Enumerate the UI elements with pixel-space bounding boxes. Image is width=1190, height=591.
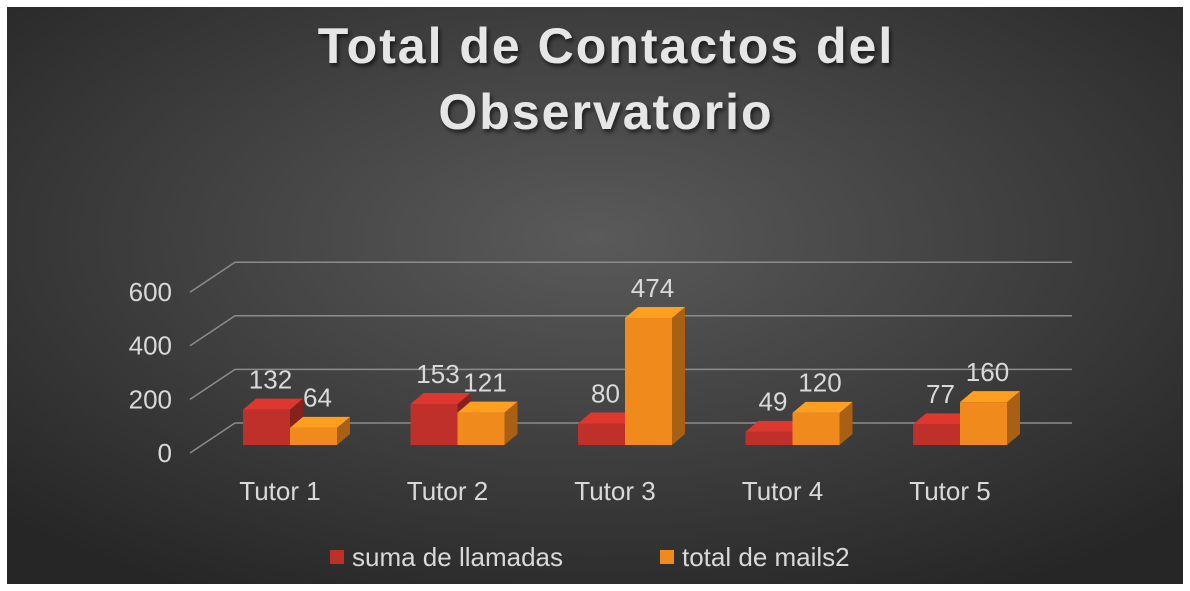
y-tick-label: 400: [129, 331, 172, 361]
bar: [625, 306, 685, 445]
bar-face: [504, 401, 518, 445]
y-tick-label: 600: [129, 277, 172, 307]
legend-label: total de mails2: [682, 542, 850, 572]
bar-face: [410, 403, 458, 445]
data-label: 64: [303, 383, 332, 413]
chart-title: Observatorio: [438, 84, 773, 140]
x-tick-label: Tutor 4: [742, 476, 823, 506]
bar-face: [745, 420, 806, 432]
bar: [290, 416, 350, 445]
bar-face: [578, 412, 638, 424]
bar-face: [745, 431, 793, 445]
bar-face: [913, 424, 960, 445]
background: [7, 7, 1183, 584]
bar-face: [457, 401, 518, 413]
bar-face: [243, 398, 303, 410]
data-label: 120: [798, 368, 841, 398]
x-tick-label: Tutor 1: [239, 476, 320, 506]
bar: [457, 401, 518, 445]
data-label: 80: [591, 378, 620, 408]
grid-line: [189, 315, 1072, 347]
bar-face: [913, 413, 973, 425]
grid-line: [189, 368, 1072, 401]
x-tick-label: Tutor 3: [574, 476, 655, 506]
bar-face: [839, 401, 853, 445]
bar: [792, 401, 853, 445]
data-label: 160: [966, 357, 1009, 387]
legend-marker: [660, 550, 674, 564]
chart-title: Total de Contactos del: [318, 18, 894, 74]
bar-face: [792, 412, 840, 445]
bar-face: [457, 412, 505, 445]
bar-face: [578, 423, 625, 445]
y-tick-label: 0: [158, 438, 172, 468]
bar-face: [792, 401, 853, 413]
legend-label: suma de llamadas: [352, 542, 563, 572]
bar-face: [410, 392, 471, 404]
bar-face: [1007, 391, 1020, 445]
data-label: 474: [631, 273, 674, 303]
bar-face: [290, 427, 337, 445]
legend-marker: [330, 550, 344, 564]
y-tick-label: 200: [129, 384, 172, 414]
bar-face: [960, 402, 1007, 445]
bar-face: [337, 416, 350, 445]
data-label: 121: [463, 367, 506, 397]
data-label: 153: [416, 359, 459, 389]
x-tick-label: Tutor 2: [407, 476, 488, 506]
bar-face: [290, 416, 350, 428]
bar-face: [243, 409, 290, 445]
bar-face: [960, 391, 1020, 403]
x-tick-label: Tutor 5: [909, 476, 990, 506]
bar: [960, 391, 1020, 445]
data-label: 49: [759, 387, 788, 417]
data-label: 132: [249, 364, 292, 394]
data-label: 77: [926, 379, 955, 409]
grid-line: [189, 261, 1072, 293]
bar-face: [625, 317, 672, 445]
bar-face: [625, 306, 685, 318]
bar-face: [672, 306, 685, 445]
